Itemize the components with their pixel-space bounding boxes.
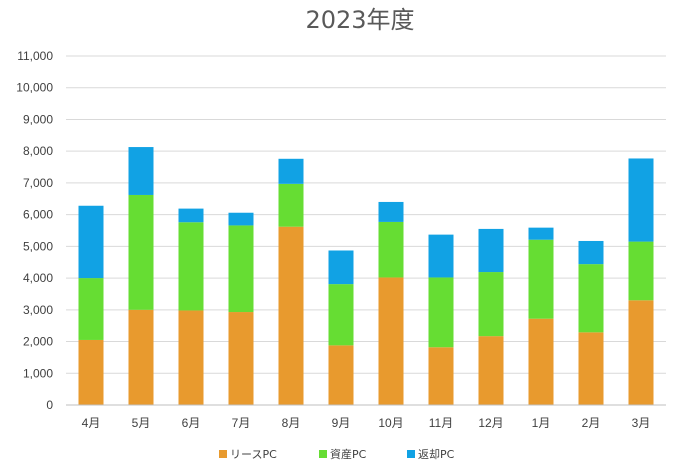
legend-swatch-1	[219, 450, 227, 458]
y-tick-label: 0	[46, 398, 53, 412]
legend-label-3: 返却PC	[418, 448, 455, 461]
bar-segment-3-7	[378, 201, 404, 222]
bar-segment-3-9	[478, 228, 504, 273]
bar-segment-1-3	[178, 310, 204, 405]
bar-segment-3-2	[128, 147, 154, 195]
bar-segment-3-3	[178, 208, 204, 223]
y-tick-label: 6,000	[23, 208, 53, 222]
bar-segment-1-7	[378, 277, 404, 405]
bar-segment-2-7	[378, 221, 404, 278]
legend-label-1: リースPC	[230, 448, 277, 461]
x-tick-label: 3月	[632, 416, 651, 430]
bar-segment-3-6	[328, 250, 354, 285]
y-tick-label: 1,000	[23, 366, 53, 380]
bar-segment-1-8	[428, 347, 454, 405]
bar-segment-1-1	[78, 339, 104, 405]
x-tick-label: 10月	[378, 416, 403, 430]
y-tick-label: 8,000	[23, 144, 53, 158]
y-tick-label: 9,000	[23, 112, 53, 126]
bar-segment-2-12	[628, 241, 654, 301]
x-axis-ticks: 4月 5月 6月 7月 8月 9月 10月 11月 12月 1月 2月 3月	[82, 416, 651, 430]
bar-segment-2-8	[428, 277, 454, 348]
bar-segment-3-1	[78, 205, 104, 279]
y-tick-label: 5,000	[23, 239, 53, 253]
bar-segment-3-12	[628, 158, 654, 242]
bar-segment-1-10	[528, 318, 554, 405]
x-tick-label: 5月	[132, 416, 151, 430]
bar-segment-2-5	[278, 183, 304, 227]
x-tick-label: 7月	[232, 416, 251, 430]
y-axis-ticks: 0 1,000 2,000 3,000 4,000 5,000 6,000 7,000 8,00…	[16, 49, 53, 412]
bar-segment-1-5	[278, 226, 304, 405]
legend: リースPC 資産PC 返却PC	[219, 448, 455, 461]
bar-segment-1-12	[628, 300, 654, 405]
y-tick-label: 10,000	[16, 81, 53, 95]
x-tick-label: 1月	[532, 416, 551, 430]
y-tick-label: 11,000	[17, 49, 53, 63]
y-tick-label: 7,000	[23, 176, 53, 190]
bar-segment-1-11	[578, 332, 604, 405]
y-tick-label: 3,000	[23, 303, 53, 317]
legend-swatch-3	[407, 450, 415, 458]
bar-segment-3-11	[578, 240, 604, 265]
y-tick-label: 2,000	[23, 335, 53, 349]
bar-segment-2-2	[128, 194, 154, 310]
bar-segment-2-1	[78, 278, 104, 340]
x-tick-label: 2月	[582, 416, 601, 430]
gridlines	[66, 55, 666, 374]
bar-segment-2-6	[328, 284, 354, 346]
x-tick-label: 9月	[332, 416, 351, 430]
x-tick-label: 12月	[478, 416, 503, 430]
bar-segment-2-4	[228, 225, 254, 313]
bar-segment-2-10	[528, 239, 554, 319]
bar-segment-2-9	[478, 272, 504, 337]
bar-segment-2-3	[178, 222, 204, 311]
y-tick-label: 4,000	[23, 271, 53, 285]
x-tick-label: 8月	[282, 416, 301, 430]
bar-segment-3-5	[278, 158, 304, 184]
legend-swatch-2	[319, 450, 327, 458]
x-tick-label: 11月	[429, 416, 453, 430]
bar-segment-2-11	[578, 264, 604, 333]
bar-segment-3-4	[228, 212, 254, 226]
x-tick-label: 6月	[182, 416, 201, 430]
bar-segment-1-6	[328, 345, 354, 405]
bar-segment-3-10	[528, 227, 554, 240]
bar-segment-3-8	[428, 234, 454, 278]
bar-segment-1-4	[228, 312, 254, 405]
x-tick-label: 4月	[82, 416, 101, 430]
bar-segment-1-9	[478, 336, 504, 405]
legend-label-2: 資産PC	[330, 448, 367, 461]
chart-title: 2023年度	[305, 6, 414, 34]
bar-segment-1-2	[128, 309, 154, 405]
bars	[78, 147, 654, 405]
